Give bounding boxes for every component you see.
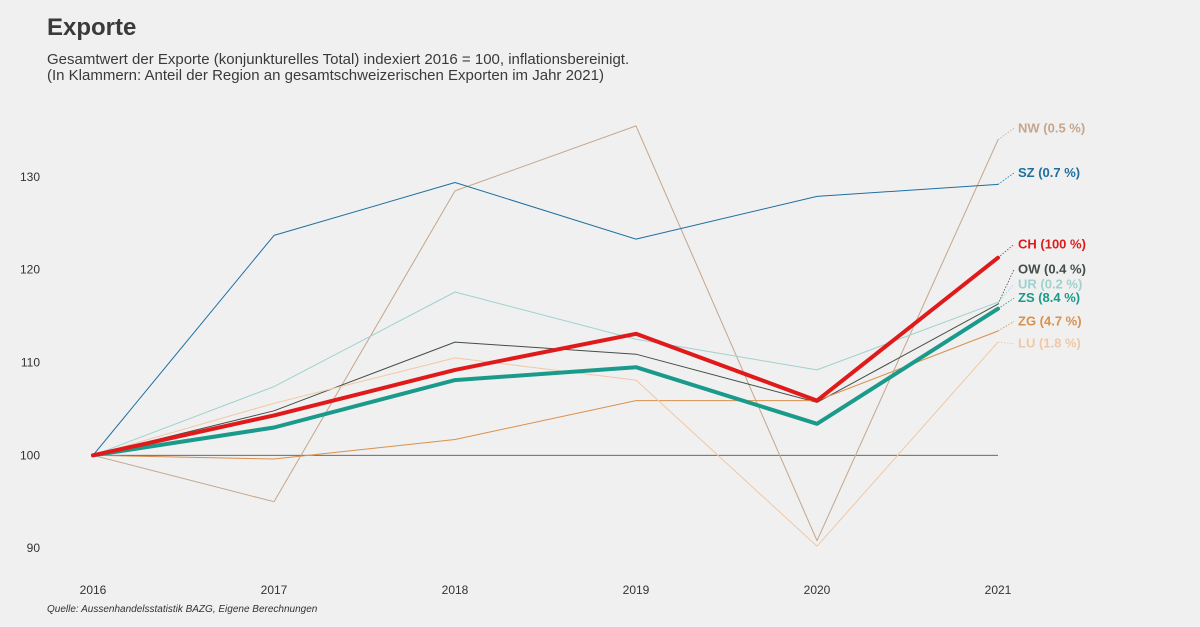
series-line bbox=[92, 182, 999, 456]
y-tick-label: 120 bbox=[20, 263, 40, 277]
subtitle-line-2: (In Klammern: Anteil der Region an gesam… bbox=[47, 67, 604, 84]
series-line bbox=[91, 255, 1000, 458]
label-leader-line bbox=[997, 284, 1015, 303]
series-end-label: UR (0.2 %) bbox=[1018, 276, 1082, 291]
series-line bbox=[91, 306, 1000, 458]
series-end-label: OW (0.4 %) bbox=[1018, 261, 1086, 276]
series-end-label: LU (1.8 %) bbox=[1018, 336, 1081, 351]
y-tick-label: 90 bbox=[27, 541, 41, 555]
series-end-label: CH (100 %) bbox=[1018, 236, 1086, 251]
label-leader-line bbox=[997, 269, 1015, 305]
chart-title: Exporte bbox=[47, 14, 137, 41]
series-end-label: ZS (8.4 %) bbox=[1018, 290, 1080, 305]
label-leader-line bbox=[997, 244, 1015, 259]
series-end-label: ZG (4.7 %) bbox=[1018, 313, 1082, 328]
series-labels: NW (0.5 %) SZ (0.7 %) CH (100 %) OW (0.4 %)… bbox=[997, 120, 1086, 351]
label-leader-line bbox=[997, 341, 1015, 345]
x-tick-label: 2021 bbox=[985, 583, 1012, 597]
y-tick-label: 130 bbox=[20, 170, 40, 184]
y-tick-label: 110 bbox=[21, 356, 40, 370]
x-tick-label: 2018 bbox=[442, 583, 469, 597]
chart-source: Quelle: Aussenhandelsstatistik BAZG, Eig… bbox=[47, 604, 318, 615]
subtitle-line-1: Gesamtwert der Exporte (konjunkturelles … bbox=[47, 51, 630, 68]
x-tick-label: 2017 bbox=[261, 583, 288, 597]
y-tick-label: 100 bbox=[20, 448, 40, 462]
x-tick-label: 2016 bbox=[80, 583, 107, 597]
series-line bbox=[92, 125, 999, 542]
x-tick-label: 2020 bbox=[804, 583, 831, 597]
series-line bbox=[92, 341, 999, 547]
series-end-label: NW (0.5 %) bbox=[1018, 120, 1085, 135]
series-group bbox=[91, 125, 1000, 547]
series-line bbox=[92, 303, 999, 456]
series-line bbox=[92, 291, 999, 456]
x-axis: 2016 2017 2018 2019 2020 2021 bbox=[80, 583, 1012, 597]
label-leader-line bbox=[997, 128, 1015, 141]
y-axis: 90 100 110 120 130 bbox=[20, 170, 40, 555]
x-tick-label: 2019 bbox=[623, 583, 650, 597]
chart-subtitle: Gesamtwert der Exporte (konjunkturelles … bbox=[47, 52, 629, 84]
label-leader-line bbox=[997, 172, 1015, 185]
label-leader-line bbox=[997, 297, 1015, 310]
series-end-label: SZ (0.7 %) bbox=[1018, 165, 1080, 180]
series-line bbox=[92, 330, 999, 460]
label-leader-line bbox=[997, 321, 1015, 332]
